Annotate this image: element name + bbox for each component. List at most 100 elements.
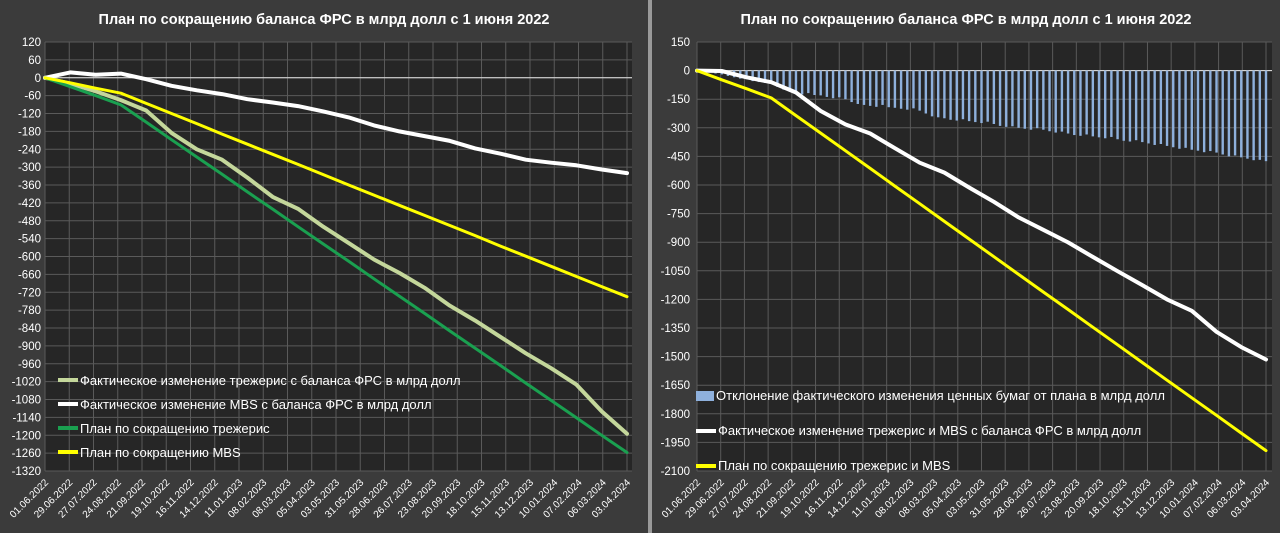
deviation-bar [1116,70,1119,140]
deviation-bar [1091,70,1095,137]
y-tick-label: -1200 [12,430,41,442]
deviation-bar [912,70,915,109]
deviation-bar [1017,70,1020,128]
y-tick-label: -300 [667,123,690,135]
deviation-bar [1073,70,1076,136]
legend-item-treasury-plan: План по сокращению трежерис [58,416,461,440]
y-tick-label: 60 [28,55,41,67]
deviation-bar [763,70,767,83]
deviation-bar [1227,70,1231,157]
deviation-bar [961,70,965,120]
deviation-bar [906,70,909,110]
deviation-bar [881,70,884,105]
right-chart-panel: План по сокращению баланса ФРС в млрд до… [652,0,1280,533]
deviation-bar [943,70,946,119]
y-tick-label: -480 [18,216,41,228]
deviation-bar [1190,70,1193,150]
deviation-bar [875,70,878,107]
deviation-bar [757,70,761,83]
deviation-bar [1134,70,1138,141]
chart-legend: Фактическое изменение трежерис с баланса… [58,368,461,464]
deviation-bar [1097,70,1101,138]
deviation-bar [1128,70,1132,142]
y-tick-label: -2100 [661,466,690,478]
legend-item-mbs-actual: Фактическое изменение MBS с баланса ФРС … [58,392,461,416]
deviation-bar [974,70,977,123]
deviation-bar [1023,70,1026,129]
y-tick-label: -300 [18,162,41,174]
legend-label: Отклонение фактического изменения ценных… [716,388,1165,403]
deviation-bar [1184,70,1187,148]
y-tick-label: -1800 [661,409,690,421]
panel-divider [648,0,652,533]
deviation-bar [751,70,754,82]
legend-label: План по сокращению трежерис [80,420,270,436]
deviation-bar [776,70,779,87]
deviation-bar [937,70,940,118]
legend-label: Фактическое изменение трежерис с баланса… [80,372,461,388]
deviation-bar [1215,70,1218,153]
legend-label: Фактическое изменение MBS с баланса ФРС … [80,396,432,412]
right-chart-plot: 150 0 -150 -300 -450 -600 -750 -900 -1050 -1200 -1… [660,37,1272,521]
y-tick-label: -780 [18,305,41,317]
legend-swatch [696,390,714,401]
left-chart-plot: 120 60 0 -60 -120 -180 -240 -300 -360 -420 -480 -54… [8,37,633,521]
deviation-bar [1060,70,1064,132]
y-tick-label: -1140 [12,412,41,424]
deviation-bar [825,70,829,97]
deviation-bar [745,70,748,80]
y-tick-label: -660 [18,269,41,281]
deviation-bar [782,70,785,90]
legend-swatch [58,426,78,430]
deviation-bar [1240,70,1243,158]
y-tick-label: -1050 [661,266,690,278]
y-tick-label: -1500 [661,352,690,364]
deviation-bar [949,70,952,120]
deviation-bar [967,70,971,122]
deviation-bar [924,70,928,114]
deviation-bar [1196,70,1200,151]
deviation-bar [1233,70,1237,156]
deviation-bar [955,70,958,121]
deviation-bar [899,70,903,109]
deviation-bar [986,70,989,122]
y-tick-label: -420 [18,198,41,210]
y-tick-label: -720 [18,287,41,299]
deviation-bar [1005,70,1008,127]
deviation-bar [1141,70,1144,143]
y-tick-label: -120 [18,109,41,121]
deviation-bar [838,70,841,98]
deviation-bar [893,70,897,108]
legend-item-treasury-actual: Фактическое изменение трежерис с баланса… [58,368,461,392]
left-chart-panel: План по сокращению баланса ФРС в млрд до… [7,12,634,521]
legend-swatch [696,428,716,433]
legend-swatch [58,402,78,406]
y-tick-label: -180 [18,126,41,138]
legend-label: План по сокращению трежерис и MBS [718,458,951,473]
deviation-bar [918,70,921,111]
deviation-bar [831,70,835,99]
deviation-bar [1147,70,1150,144]
series-line-0 [43,75,629,436]
deviation-bar [930,70,934,117]
series-line-2 [43,76,629,454]
y-tick-label: -840 [18,323,41,335]
deviation-bar [1066,70,1070,134]
series-line-1 [695,69,1268,453]
deviation-bar [819,70,822,96]
deviation-bar [1258,70,1262,160]
deviation-bar [992,70,996,124]
deviation-bar [813,70,816,96]
deviation-bar [1264,70,1268,162]
y-tick-label: 120 [22,37,41,49]
y-tick-label: 150 [671,37,690,49]
legend-item-mbs-plan: План по сокращению MBS [58,440,461,464]
series-line-0 [695,68,1268,362]
deviation-bar [998,70,1002,126]
deviation-bar [1202,70,1206,153]
deviation-bar [850,70,853,103]
deviation-bar [1110,70,1113,137]
legend-swatch [58,378,78,382]
y-tick-label: -750 [667,209,690,221]
deviation-bar [844,70,847,100]
